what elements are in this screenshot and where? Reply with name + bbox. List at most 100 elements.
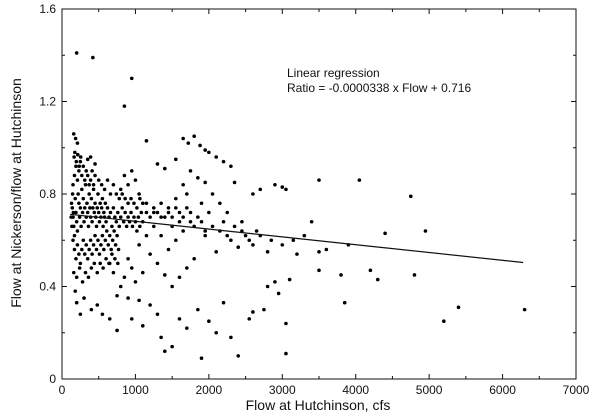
- data-point: [84, 243, 89, 247]
- data-point: [108, 210, 113, 215]
- data-point: [276, 291, 281, 296]
- data-point: [92, 261, 97, 266]
- data-point: [78, 312, 83, 317]
- data-point: [199, 219, 204, 224]
- data-point: [69, 201, 74, 206]
- data-point: [100, 196, 105, 201]
- data-point: [89, 266, 94, 270]
- data-point: [126, 296, 130, 300]
- x-tick-label: 0: [59, 383, 66, 397]
- data-point: [71, 182, 75, 187]
- data-point: [80, 280, 85, 284]
- data-point: [192, 256, 196, 261]
- data-point: [96, 210, 101, 215]
- data-point: [100, 312, 105, 317]
- data-points: [69, 51, 527, 360]
- data-point: [240, 219, 244, 224]
- data-point: [92, 210, 97, 215]
- data-point: [236, 354, 241, 358]
- data-point: [247, 238, 252, 243]
- data-point: [71, 270, 76, 275]
- data-point: [75, 141, 80, 145]
- data-point: [181, 215, 185, 219]
- data-point: [188, 219, 193, 224]
- data-point: [104, 219, 108, 224]
- data-point: [196, 307, 200, 312]
- data-point: [155, 162, 160, 166]
- data-point: [174, 206, 178, 210]
- data-point: [72, 155, 76, 159]
- data-point: [199, 201, 204, 206]
- data-point: [174, 196, 178, 201]
- data-point: [181, 136, 185, 141]
- data-point: [74, 256, 78, 261]
- data-point: [91, 187, 96, 192]
- data-point: [99, 206, 104, 210]
- data-point: [95, 270, 100, 275]
- regression-line: [70, 213, 524, 264]
- data-point: [207, 150, 211, 155]
- data-point: [214, 330, 218, 335]
- data-point: [74, 159, 79, 164]
- data-point: [214, 155, 218, 159]
- data-point: [117, 196, 122, 201]
- data-point: [251, 192, 255, 196]
- data-point: [70, 206, 75, 210]
- data-point: [73, 150, 77, 155]
- data-point: [273, 182, 277, 187]
- data-point: [163, 273, 167, 277]
- data-point: [111, 182, 116, 187]
- data-point: [203, 233, 207, 238]
- data-point: [151, 206, 156, 210]
- data-point: [91, 243, 96, 247]
- data-point: [111, 270, 116, 275]
- data-point: [229, 238, 233, 243]
- y-axis-title: Flow at Nickerson/flow at Hutchinson: [8, 78, 24, 308]
- data-point: [91, 55, 95, 60]
- data-point: [96, 178, 101, 182]
- data-point: [342, 300, 347, 305]
- data-point: [102, 210, 106, 215]
- data-point: [317, 268, 321, 273]
- data-point: [115, 328, 119, 333]
- data-point: [221, 159, 226, 164]
- data-point: [76, 192, 80, 196]
- data-point: [78, 159, 83, 164]
- data-point: [116, 261, 120, 266]
- data-point: [120, 192, 125, 196]
- data-point: [75, 243, 80, 247]
- x-tick-label: 7000: [563, 383, 590, 397]
- data-point: [73, 196, 78, 201]
- data-point: [121, 219, 126, 224]
- data-point: [113, 243, 118, 247]
- data-point: [74, 300, 79, 305]
- data-point: [118, 284, 123, 289]
- y-tick-label: 0.8: [39, 187, 56, 201]
- data-point: [136, 215, 141, 219]
- data-point: [123, 196, 127, 201]
- data-point: [138, 224, 142, 229]
- data-point: [70, 224, 74, 229]
- data-point: [155, 210, 160, 215]
- data-point: [120, 206, 125, 210]
- data-point: [129, 266, 134, 270]
- data-point: [99, 243, 103, 247]
- data-point: [181, 182, 185, 187]
- data-point: [144, 233, 149, 238]
- x-tick-label: 3000: [269, 383, 296, 397]
- data-point: [258, 187, 263, 192]
- data-point: [199, 356, 204, 360]
- data-point: [159, 233, 163, 238]
- data-point: [97, 252, 102, 256]
- data-point: [210, 192, 215, 196]
- data-point: [113, 215, 117, 219]
- data-point: [317, 250, 321, 254]
- data-point: [93, 173, 97, 178]
- data-point: [137, 243, 141, 247]
- data-point: [218, 201, 222, 206]
- data-point: [148, 215, 152, 219]
- data-point: [75, 152, 80, 157]
- data-point: [94, 247, 99, 252]
- data-point: [207, 210, 211, 215]
- data-point: [101, 224, 105, 229]
